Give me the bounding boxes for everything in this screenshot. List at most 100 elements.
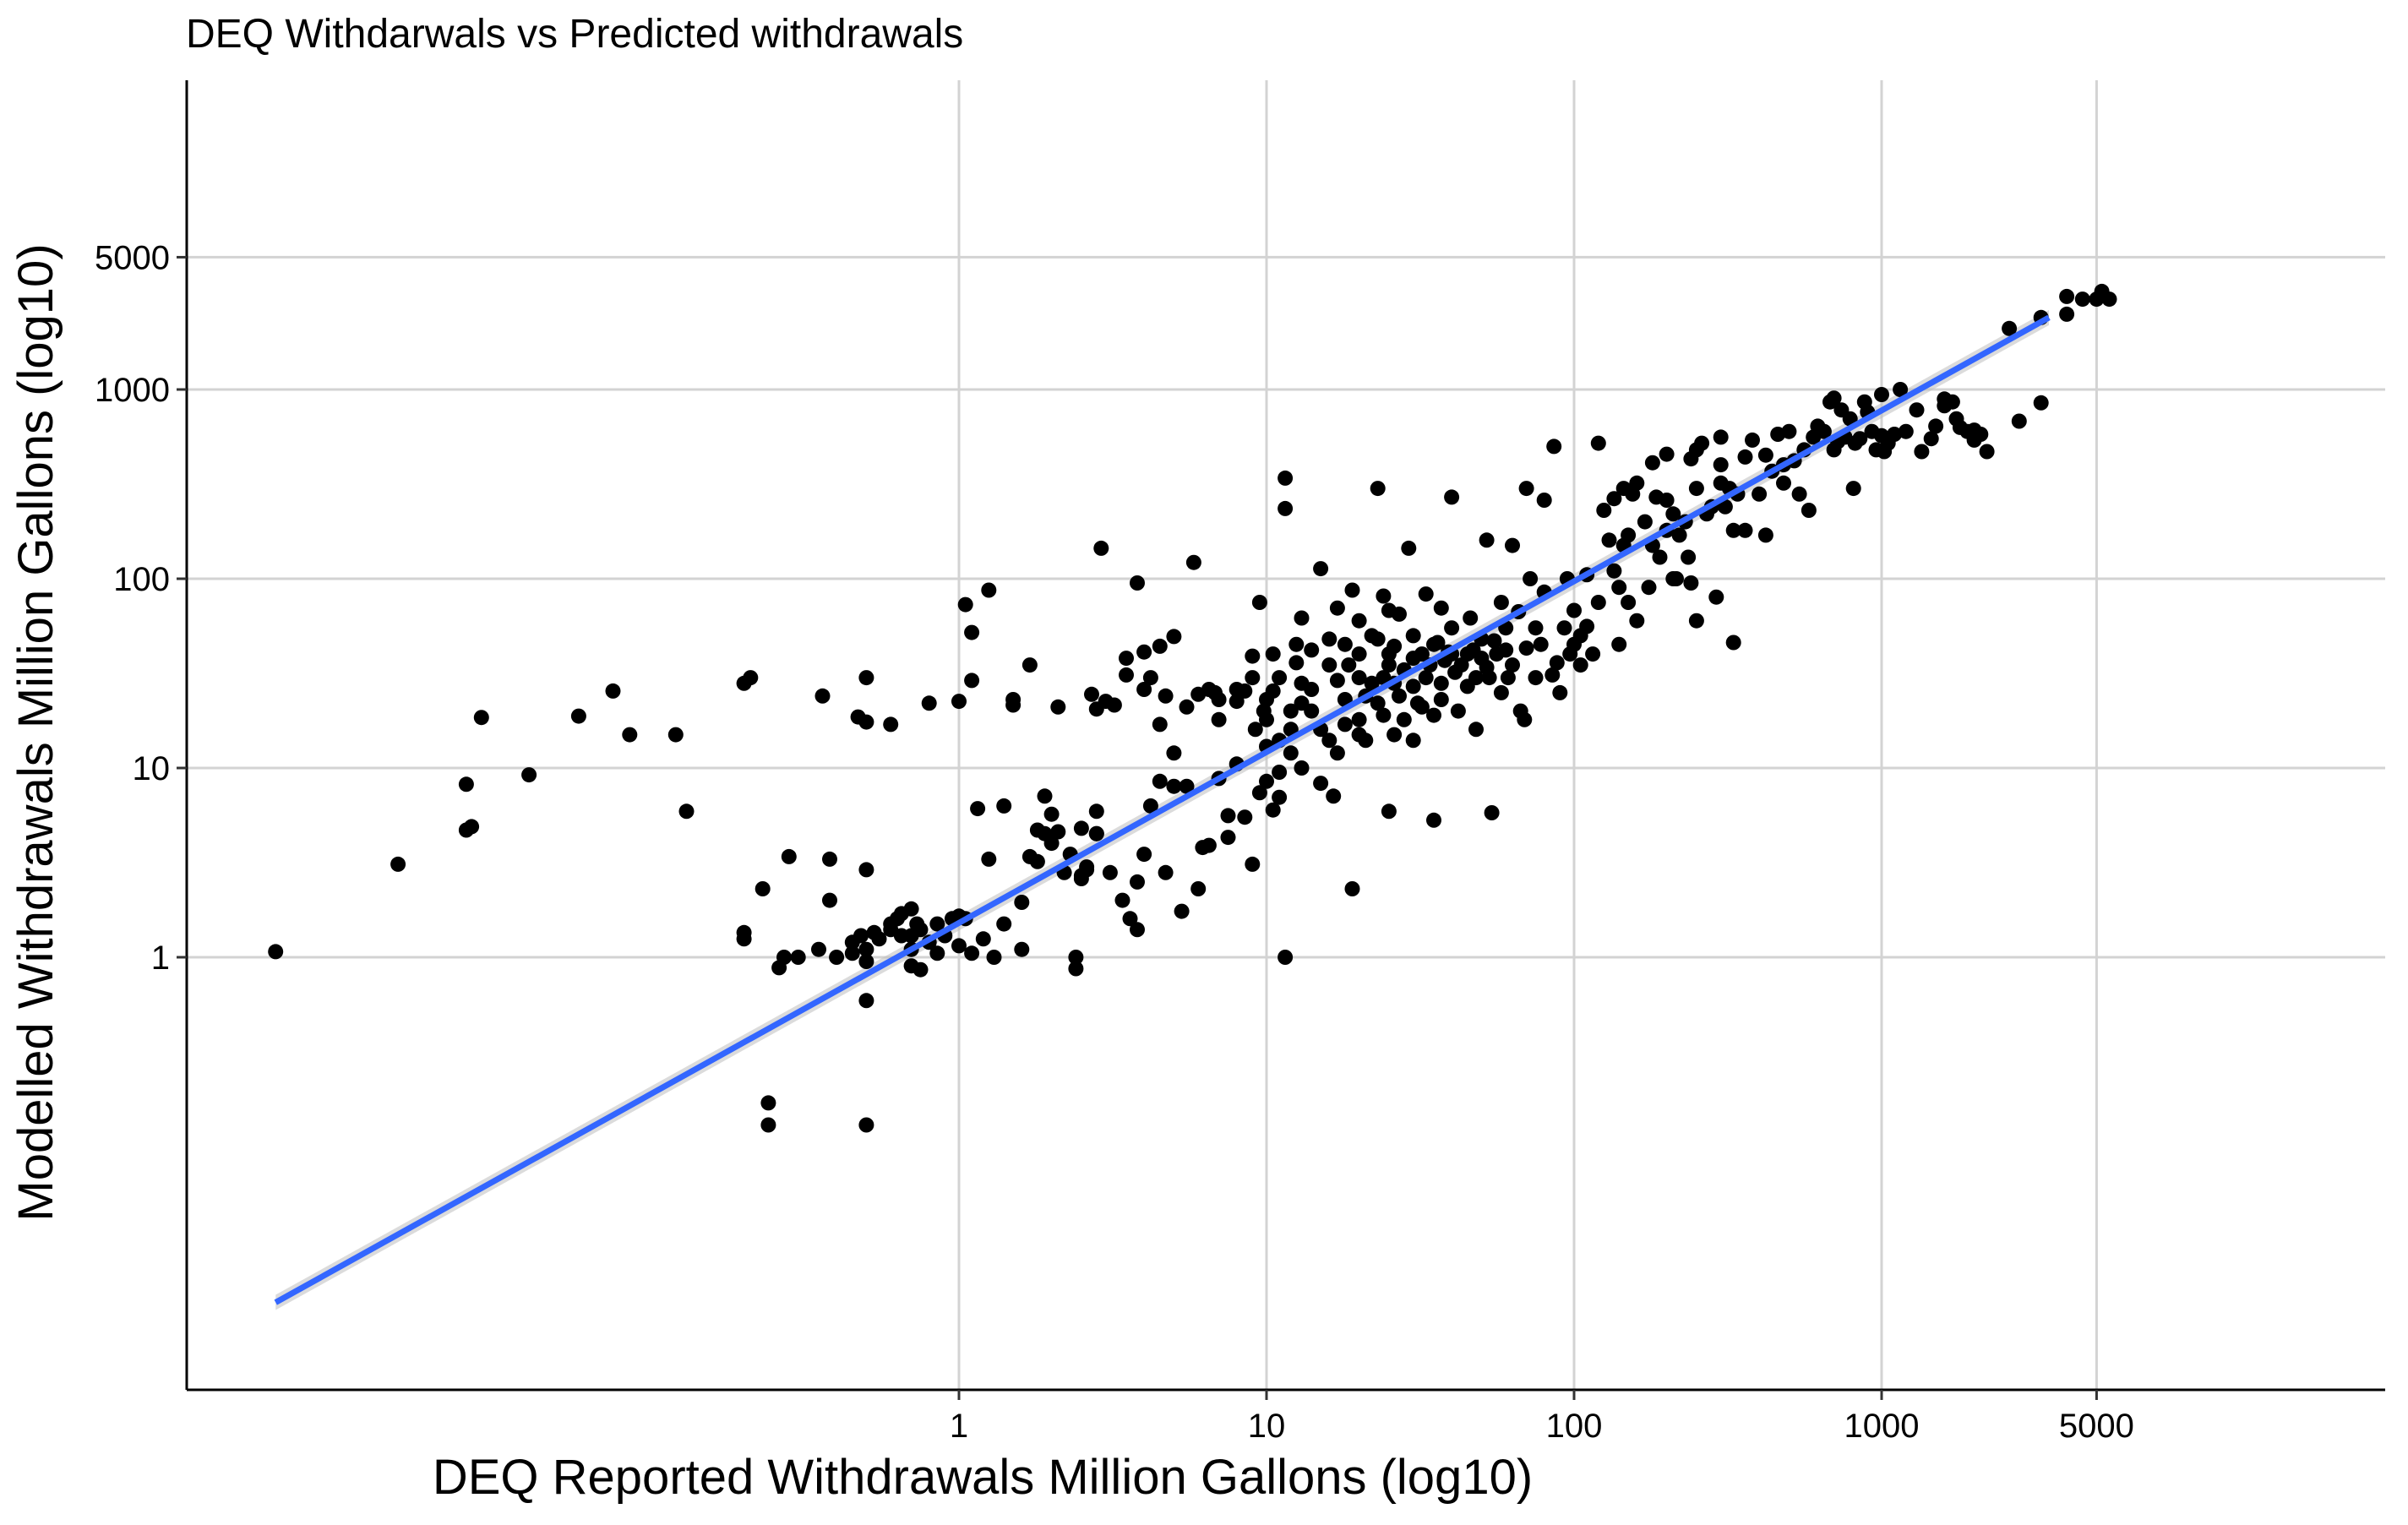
data-point xyxy=(1898,423,1914,439)
y-tick-label: 1 xyxy=(151,940,170,977)
data-point xyxy=(1304,682,1320,697)
data-point xyxy=(829,950,845,965)
data-point xyxy=(1546,438,1562,455)
data-point xyxy=(1211,692,1227,707)
data-point xyxy=(1237,809,1253,825)
data-point xyxy=(1119,667,1134,683)
data-point xyxy=(1973,427,1989,442)
data-point xyxy=(1119,651,1134,667)
data-point xyxy=(1887,427,1903,442)
data-point xyxy=(760,1095,776,1111)
data-point xyxy=(1283,703,1299,719)
data-point xyxy=(1791,486,1807,502)
data-point xyxy=(1344,582,1360,598)
data-point xyxy=(822,892,837,908)
y-tick-label: 1000 xyxy=(95,372,170,409)
data-point xyxy=(1450,703,1466,719)
data-point xyxy=(2011,413,2027,429)
x-tick-label: 1000 xyxy=(1844,1408,1920,1445)
data-point xyxy=(1152,716,1168,733)
data-point xyxy=(1068,961,1084,977)
data-point xyxy=(390,856,406,872)
data-point xyxy=(951,938,967,954)
fit-line xyxy=(274,314,2051,1305)
data-point xyxy=(1102,864,1118,880)
data-point xyxy=(1130,874,1145,890)
data-point xyxy=(929,945,945,961)
data-point xyxy=(1245,648,1261,664)
data-point xyxy=(736,931,752,947)
data-point xyxy=(1468,722,1484,738)
data-point xyxy=(1265,683,1281,699)
data-point xyxy=(1430,635,1446,651)
data-point xyxy=(1158,688,1174,704)
data-point xyxy=(858,1117,874,1133)
data-point xyxy=(1050,824,1066,840)
data-point xyxy=(1776,475,1791,491)
data-point xyxy=(1392,688,1407,704)
data-point xyxy=(1737,522,1753,538)
data-point xyxy=(1329,673,1345,689)
data-point xyxy=(1304,703,1320,719)
data-point xyxy=(1517,711,1533,727)
data-point xyxy=(1572,657,1588,673)
data-point xyxy=(921,695,937,711)
data-point xyxy=(1505,537,1520,553)
data-point xyxy=(858,954,874,969)
data-point xyxy=(964,945,980,961)
data-point xyxy=(858,862,874,878)
data-point xyxy=(1174,903,1190,919)
data-point xyxy=(1596,503,1612,518)
data-point xyxy=(1544,667,1561,683)
data-point xyxy=(1278,500,1294,516)
data-point xyxy=(1694,435,1710,451)
data-point xyxy=(1272,670,1288,686)
data-point xyxy=(1358,733,1374,749)
data-point xyxy=(1106,697,1122,713)
data-point xyxy=(1387,727,1403,743)
data-point xyxy=(1418,670,1434,686)
data-point xyxy=(1874,387,1889,402)
data-point xyxy=(1088,803,1104,820)
data-point xyxy=(1621,527,1637,543)
data-point xyxy=(2101,291,2117,308)
data-point xyxy=(1688,613,1704,629)
data-point xyxy=(871,931,887,947)
data-point xyxy=(1418,586,1434,602)
chart-title: DEQ Withdarwals vs Predicted withdrawals xyxy=(186,12,963,57)
data-point xyxy=(1220,830,1236,846)
data-point xyxy=(2074,291,2090,308)
data-point xyxy=(1681,549,1697,565)
axes xyxy=(177,80,2385,1400)
data-point xyxy=(1629,613,1645,629)
data-point xyxy=(1852,431,1868,447)
data-point xyxy=(1142,798,1158,814)
data-point xyxy=(1637,514,1653,530)
data-point xyxy=(1381,657,1397,673)
data-point xyxy=(1556,620,1572,636)
data-point xyxy=(1585,646,1601,662)
data-point xyxy=(1414,699,1430,715)
data-point xyxy=(1351,711,1367,727)
data-point xyxy=(975,931,991,947)
data-point xyxy=(1247,722,1263,738)
data-point xyxy=(951,694,967,710)
data-point xyxy=(1479,532,1495,548)
data-point xyxy=(473,710,489,726)
data-point xyxy=(853,928,869,944)
data-point xyxy=(1405,733,1421,749)
data-point xyxy=(1396,711,1412,727)
data-point xyxy=(1505,657,1520,673)
data-point xyxy=(1351,613,1367,629)
data-point xyxy=(903,901,919,917)
data-point xyxy=(1463,610,1479,626)
data-point xyxy=(1329,600,1345,616)
data-point xyxy=(1237,683,1253,699)
data-point xyxy=(1979,444,1995,460)
data-point xyxy=(760,1117,776,1133)
data-point xyxy=(1405,678,1421,694)
data-point xyxy=(1304,642,1320,658)
data-point xyxy=(1713,429,1729,445)
data-point xyxy=(1050,699,1066,715)
